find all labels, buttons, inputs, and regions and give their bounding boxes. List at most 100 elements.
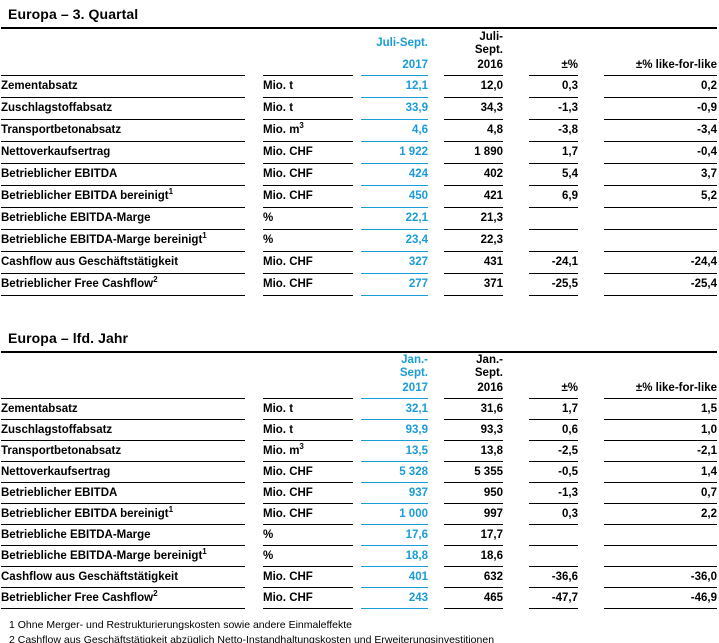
change-pct-lfl-cell — [604, 206, 717, 229]
gap — [353, 353, 361, 382]
unit-label: Mio. CHF — [263, 592, 313, 604]
column-header-change-pct-like-for-like: ±% like-for-like — [635, 382, 717, 394]
value-current-cell: 277 — [361, 272, 428, 296]
change-pct-cell: -36,6 — [529, 566, 578, 588]
gap — [245, 588, 263, 609]
gap — [245, 483, 263, 504]
metric-label-cell: Betriebliche EBITDA-Marge — [1, 524, 245, 546]
gap — [245, 567, 263, 588]
gap — [245, 185, 263, 207]
gap — [428, 75, 444, 97]
value-prior-cell: 18,6 — [444, 545, 503, 567]
metric-label-cell: Zuschlagstoffabsatz — [1, 419, 245, 441]
column-header-period-current: Juli-Sept. — [376, 37, 428, 49]
change-pct-lfl-cell: 3,7 — [604, 162, 717, 185]
table-row: Zuschlagstoffabsatz Mio. t 93,9 93,3 0,6… — [1, 419, 717, 441]
header-period-row: Juli-Sept. Juli- Sept. — [1, 29, 717, 58]
value-current-cell: 12,1 — [361, 74, 428, 97]
unit-label: Mio. CHF — [263, 146, 313, 158]
gap — [503, 382, 529, 399]
gap — [245, 119, 263, 141]
gap — [353, 567, 361, 588]
value-current-cell: 937 — [361, 482, 428, 504]
unit-label: Mio. t — [263, 102, 294, 114]
gap — [428, 441, 444, 462]
value-prior-cell: 371 — [444, 272, 503, 296]
table-row: Zementabsatz Mio. t 32,1 31,6 1,7 1,5 — [1, 398, 717, 420]
metric-label-cell: Betriebliche EBITDA-Marge bereinigt1 — [1, 228, 245, 251]
gap — [353, 546, 361, 567]
metric-label: Zuschlagstoffabsatz — [1, 424, 113, 436]
value-current-cell: 243 — [361, 587, 428, 609]
metric-label: Betrieblicher Free Cashflow — [1, 278, 154, 290]
table-row: Betrieblicher EBITDA Mio. CHF 424 402 5,… — [1, 162, 717, 185]
gap — [428, 229, 444, 251]
table-row: Betriebliche EBITDA-Marge % 17,6 17,7 — [1, 524, 717, 546]
value-current-cell: 13,5 — [361, 440, 428, 462]
quarter-table: Juli-Sept. Juli- Sept. 2017 2016 — [1, 29, 717, 296]
gap — [245, 141, 263, 163]
metric-label-cell: Betrieblicher Free Cashflow2 — [1, 587, 245, 609]
metric-label: Cashflow aus Geschäftstätigkeit — [1, 256, 179, 268]
metric-label-cell: Cashflow aus Geschäftstätigkeit — [1, 250, 245, 273]
gap — [245, 273, 263, 295]
gap — [428, 567, 444, 588]
gap — [503, 29, 529, 58]
gap — [503, 58, 529, 75]
change-pct-cell: 0,3 — [529, 74, 578, 97]
value-prior-cell: 465 — [444, 587, 503, 609]
gap — [353, 207, 361, 229]
quarter-table-body: Zementabsatz Mio. t 12,1 12,0 0,3 0,2 — [1, 74, 717, 296]
value-prior-cell: 17,7 — [444, 524, 503, 546]
value-prior-cell: 4,8 — [444, 118, 503, 141]
gap — [263, 353, 353, 382]
footnote-marker: 1 — [168, 505, 174, 515]
value-current-cell: 424 — [361, 162, 428, 185]
change-pct-lfl-cell: -24,4 — [604, 250, 717, 273]
change-pct-lfl-cell: -0,9 — [604, 96, 717, 119]
value-current-cell: 93,9 — [361, 419, 428, 441]
gap — [578, 353, 604, 382]
table-row: Betrieblicher EBITDA bereinigt1 Mio. CHF… — [1, 503, 717, 525]
section-title-quarter: Europa – 3. Quartal — [1, 5, 717, 29]
metric-label: Zuschlagstoffabsatz — [1, 102, 113, 114]
metric-label: Betrieblicher EBITDA — [1, 487, 118, 499]
change-pct-lfl-cell: -2,1 — [604, 440, 717, 462]
table-row: Cashflow aus Geschäftstätigkeit Mio. CHF… — [1, 566, 717, 588]
header-year-row: 2017 2016 ±% ±% like-for-like — [1, 382, 717, 399]
gap — [503, 441, 529, 462]
value-prior-cell: 21,3 — [444, 206, 503, 229]
metric-label: Betrieblicher EBITDA — [1, 168, 118, 180]
gap — [578, 483, 604, 504]
change-pct-lfl-cell: -25,4 — [604, 272, 717, 296]
value-prior-cell: 13,8 — [444, 440, 503, 462]
change-pct-lfl-cell: 5,2 — [604, 184, 717, 207]
gap — [578, 588, 604, 609]
value-prior-cell: 93,3 — [444, 419, 503, 441]
gap — [245, 75, 263, 97]
change-pct-cell: -0,5 — [529, 461, 578, 483]
unit-label: Mio. CHF — [263, 571, 313, 583]
gap — [578, 504, 604, 525]
gap — [353, 29, 361, 58]
value-prior-cell: 12,0 — [444, 74, 503, 97]
metric-label-cell: Betrieblicher EBITDA bereinigt1 — [1, 503, 245, 525]
value-prior-cell: 22,3 — [444, 228, 503, 251]
gap — [503, 185, 529, 207]
column-header-year-current: 2017 — [402, 382, 428, 394]
gap — [428, 251, 444, 273]
unit-label: % — [263, 550, 274, 562]
header-year-row: 2017 2016 ±% ±% like-for-like — [1, 58, 717, 75]
change-pct-cell: -2,5 — [529, 440, 578, 462]
unit-cell: Mio. CHF — [263, 587, 353, 609]
gap — [578, 441, 604, 462]
change-pct-cell: 5,4 — [529, 162, 578, 185]
column-header-year-prior: 2016 — [477, 382, 503, 394]
change-pct-cell: -47,7 — [529, 587, 578, 609]
column-header-year-prior: 2016 — [477, 58, 503, 71]
metric-label: Zementabsatz — [1, 403, 78, 415]
footnote-2: 2 Cashflow aus Geschäftstätigkeit abzügl… — [9, 634, 495, 643]
metric-label-cell: Betriebliche EBITDA-Marge bereinigt1 — [1, 545, 245, 567]
gap — [578, 273, 604, 295]
unit-cell: Mio. CHF — [263, 461, 353, 483]
